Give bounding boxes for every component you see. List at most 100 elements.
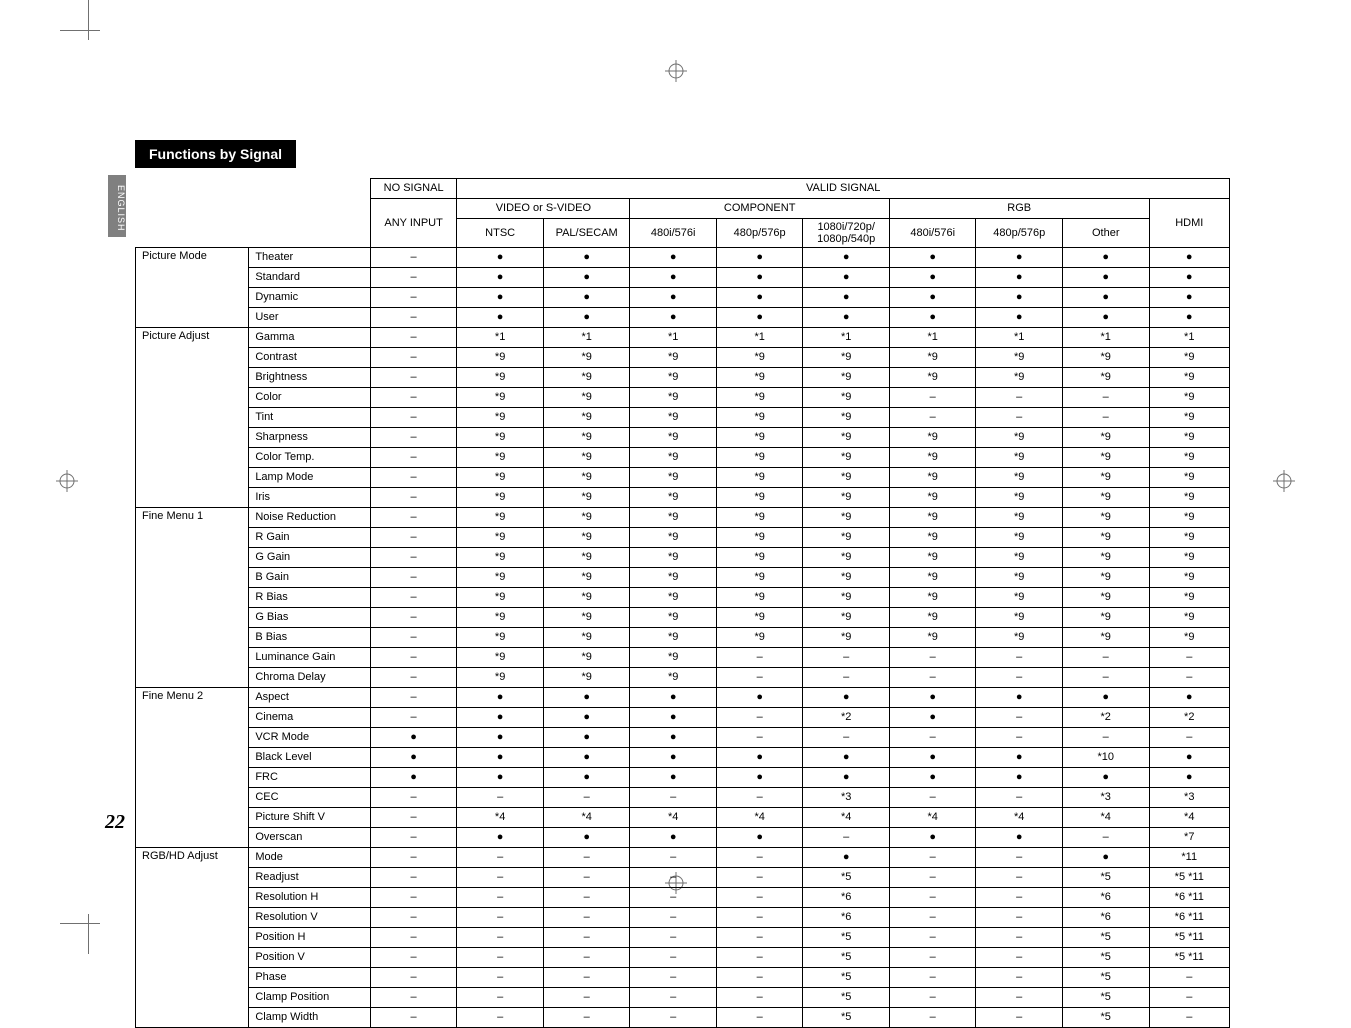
cell: *5: [803, 988, 890, 1008]
cell: –: [630, 988, 717, 1008]
cell: *9: [630, 388, 717, 408]
table-row: Brightness–*9*9*9*9*9*9*9*9*9: [136, 368, 1230, 388]
cell: ●: [976, 768, 1063, 788]
cell: ●: [543, 288, 630, 308]
cell: *9: [457, 468, 544, 488]
cell: *4: [976, 808, 1063, 828]
cell: ●: [457, 688, 544, 708]
cell: ●: [976, 268, 1063, 288]
cell: –: [976, 948, 1063, 968]
cell: *9: [803, 528, 890, 548]
col-header: VIDEO or S-VIDEO: [457, 199, 630, 219]
cell: –: [716, 668, 803, 688]
cell: –: [716, 968, 803, 988]
cell: *9: [716, 348, 803, 368]
row-label: B Bias: [249, 628, 371, 648]
row-label: B Gain: [249, 568, 371, 588]
cell: ●: [889, 248, 976, 268]
cell: –: [976, 968, 1063, 988]
cell: –: [889, 648, 976, 668]
cell: ●: [1062, 268, 1149, 288]
col-header: NTSC: [457, 219, 544, 248]
cell: ●: [976, 288, 1063, 308]
cell: ●: [1062, 768, 1149, 788]
cell: ●: [803, 248, 890, 268]
cell: ●: [543, 308, 630, 328]
table-row: Contrast–*9*9*9*9*9*9*9*9*9: [136, 348, 1230, 368]
cell: –: [370, 868, 457, 888]
table-row: User–●●●●●●●●●: [136, 308, 1230, 328]
cell: ●: [1149, 268, 1230, 288]
table-row: Lamp Mode–*9*9*9*9*9*9*9*9*9: [136, 468, 1230, 488]
cell: –: [370, 448, 457, 468]
col-header: HDMI: [1149, 199, 1230, 248]
cell: *9: [1062, 448, 1149, 468]
cell: –: [630, 788, 717, 808]
cell: –: [889, 728, 976, 748]
row-label: Picture Shift V: [249, 808, 371, 828]
cell: *9: [889, 608, 976, 628]
cell: *9: [1149, 348, 1230, 368]
col-header: 1080i/720p/ 1080p/540p: [803, 219, 890, 248]
cell: –: [370, 948, 457, 968]
col-header: 480i/576i: [889, 219, 976, 248]
cell: *9: [889, 428, 976, 448]
cell: –: [976, 388, 1063, 408]
cell: –: [370, 848, 457, 868]
cell: ●: [716, 268, 803, 288]
table-row: G Gain–*9*9*9*9*9*9*9*9*9: [136, 548, 1230, 568]
cell: *5: [1062, 988, 1149, 1008]
row-label: G Bias: [249, 608, 371, 628]
cell: ●: [803, 748, 890, 768]
cell: *9: [630, 408, 717, 428]
cell: *9: [1062, 608, 1149, 628]
cell: ●: [716, 828, 803, 848]
table-row: Color–*9*9*9*9*9–––*9: [136, 388, 1230, 408]
cell: *9: [1149, 568, 1230, 588]
cell: *5 *11: [1149, 928, 1230, 948]
cell: –: [1149, 988, 1230, 1008]
cell: ●: [716, 248, 803, 268]
cell: ●: [370, 768, 457, 788]
cell: *9: [1149, 488, 1230, 508]
cell: *9: [1062, 508, 1149, 528]
table-row: Sharpness–*9*9*9*9*9*9*9*9*9: [136, 428, 1230, 448]
cell: –: [976, 408, 1063, 428]
cell: *9: [976, 428, 1063, 448]
cell: –: [976, 908, 1063, 928]
cell: ●: [457, 708, 544, 728]
cell: ●: [457, 268, 544, 288]
cell: *1: [803, 328, 890, 348]
row-label: CEC: [249, 788, 371, 808]
cell: ●: [630, 688, 717, 708]
cell: *9: [630, 448, 717, 468]
table-row: R Bias–*9*9*9*9*9*9*9*9*9: [136, 588, 1230, 608]
cell: *5 *11: [1149, 868, 1230, 888]
cell: *9: [1062, 588, 1149, 608]
table-row: Clamp Width–––––*5––*5–: [136, 1008, 1230, 1028]
cell: *9: [543, 488, 630, 508]
table-row: Picture ModeTheater–●●●●●●●●●: [136, 248, 1230, 268]
cell: ●: [457, 308, 544, 328]
cell: –: [457, 848, 544, 868]
cell: *9: [630, 528, 717, 548]
cell: ●: [803, 288, 890, 308]
cell: ●: [543, 708, 630, 728]
cell: –: [370, 588, 457, 608]
cell: ●: [889, 708, 976, 728]
cell: –: [1149, 968, 1230, 988]
cell: –: [1149, 648, 1230, 668]
cell: –: [716, 728, 803, 748]
cell: *9: [976, 628, 1063, 648]
cell: ●: [716, 288, 803, 308]
cell: –: [803, 648, 890, 668]
cell: *9: [803, 488, 890, 508]
cell: ●: [976, 308, 1063, 328]
row-label: Gamma: [249, 328, 371, 348]
cell: *9: [543, 368, 630, 388]
cell: *9: [803, 468, 890, 488]
col-header: RGB: [889, 199, 1149, 219]
cell: –: [370, 688, 457, 708]
cell: –: [889, 948, 976, 968]
table-row: Picture Shift V–*4*4*4*4*4*4*4*4*4: [136, 808, 1230, 828]
